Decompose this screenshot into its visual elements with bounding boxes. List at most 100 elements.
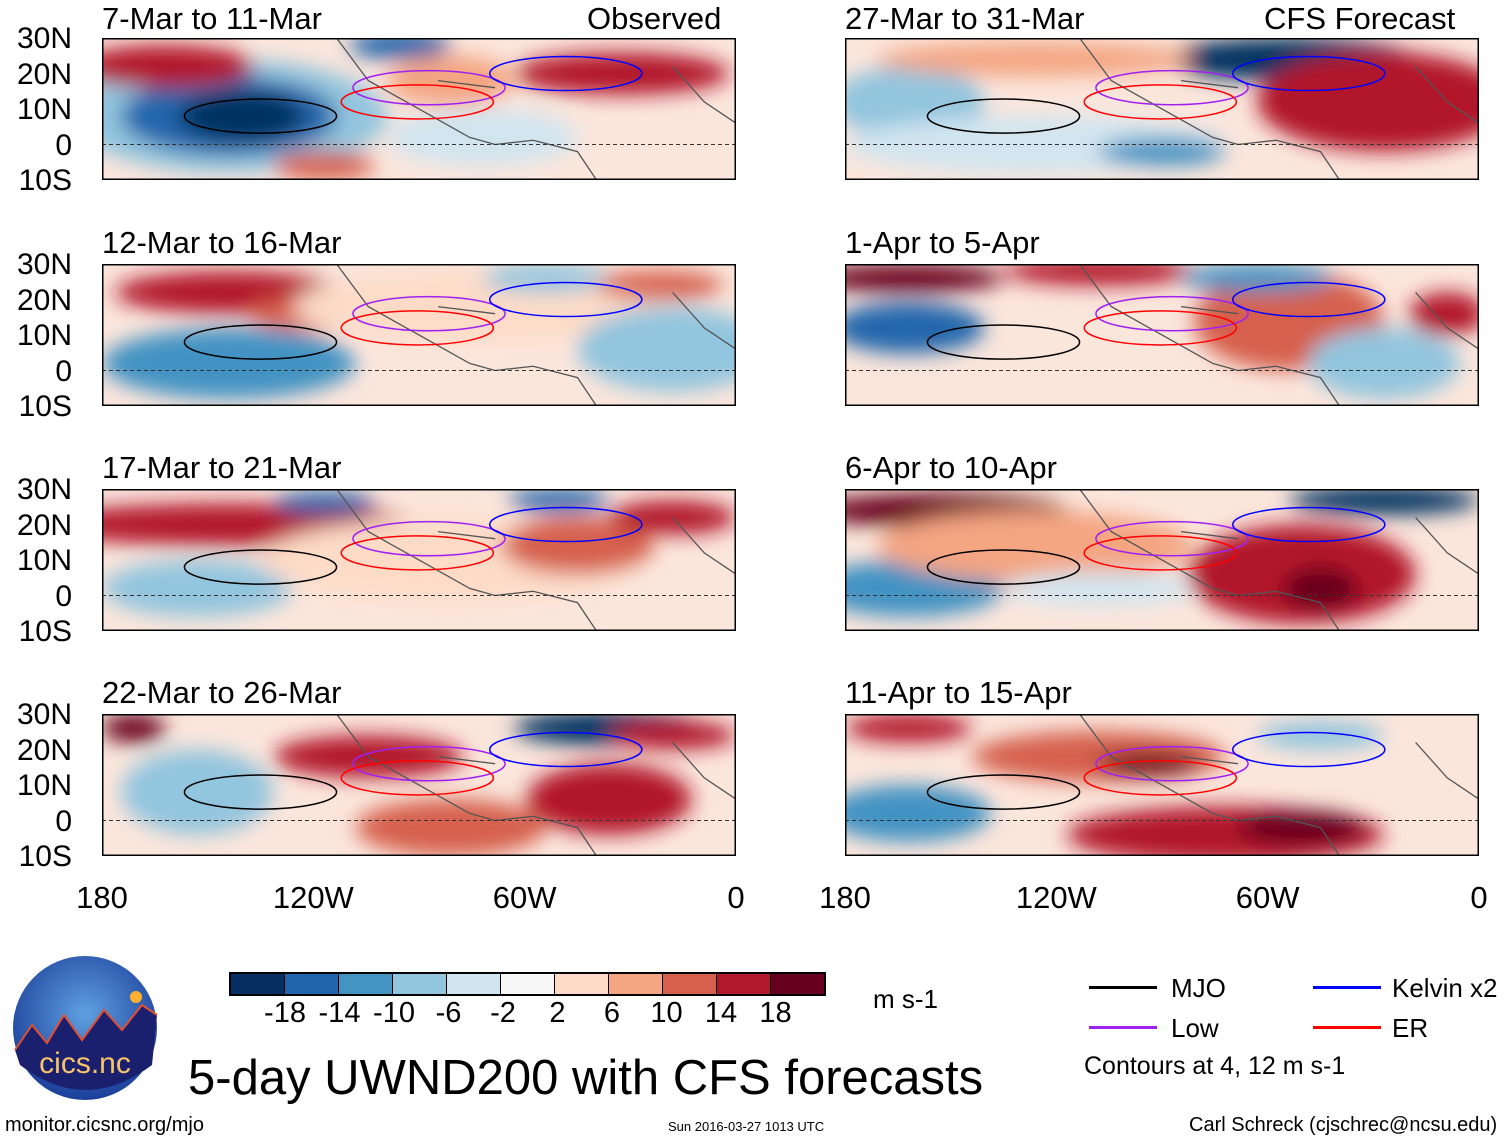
wind-anomaly-region bbox=[1098, 752, 1201, 776]
contour-line bbox=[1095, 520, 1249, 557]
colorbar-tick-label: 10 bbox=[650, 997, 683, 1029]
lat-label: 0 bbox=[55, 354, 72, 388]
wind-anomaly-region bbox=[1257, 721, 1384, 750]
wind-anomaly-region bbox=[596, 271, 724, 300]
footer-credit: Carl Schreck (cjschrec@ncsu.edu) bbox=[1189, 1114, 1498, 1136]
map-panel bbox=[845, 714, 1479, 856]
lon-label: 0 bbox=[1470, 880, 1488, 915]
wind-anomaly-region bbox=[845, 714, 972, 743]
map-panel bbox=[102, 489, 736, 631]
contour-line bbox=[926, 98, 1081, 134]
colorbar bbox=[229, 972, 826, 996]
legend-mjo-line bbox=[1089, 986, 1157, 989]
contour-line bbox=[183, 324, 338, 360]
legend-mjo: MJO bbox=[1171, 973, 1226, 1003]
lon-label: 0 bbox=[727, 880, 745, 915]
colorbar-swatch bbox=[501, 974, 555, 994]
legend-kelvin: Kelvin x2 bbox=[1392, 973, 1498, 1003]
colorbar-tick-label: -2 bbox=[490, 997, 516, 1029]
colorbar-swatch bbox=[663, 974, 717, 994]
lat-label: 30N bbox=[16, 473, 72, 506]
colorbar-swatch bbox=[609, 974, 663, 994]
wind-anomaly-region bbox=[845, 302, 985, 354]
contour-line bbox=[1095, 69, 1249, 106]
map-panel bbox=[102, 264, 736, 406]
legend-er-line bbox=[1313, 1026, 1381, 1029]
wind-anomaly-region bbox=[1003, 571, 1194, 606]
map-panel bbox=[102, 38, 736, 180]
contour-line bbox=[1083, 84, 1238, 120]
lat-label: 10S bbox=[18, 615, 72, 648]
contour-line bbox=[352, 745, 506, 782]
contour-line bbox=[926, 324, 1081, 360]
lat-label: 0 bbox=[55, 128, 72, 162]
colorbar-swatch bbox=[717, 974, 771, 994]
observed-label: Observed bbox=[587, 1, 722, 36]
contour-line bbox=[488, 55, 643, 92]
colorbar-swatch bbox=[771, 974, 824, 994]
contour-line bbox=[1083, 310, 1238, 346]
contour-line bbox=[1231, 506, 1386, 543]
colorbar-swatch bbox=[339, 974, 393, 994]
colorbar-tick-label: -6 bbox=[435, 997, 462, 1029]
colorbar-tick-label: -10 bbox=[373, 997, 415, 1029]
lat-label: 10N bbox=[16, 769, 72, 802]
lon-label: 120W bbox=[1015, 880, 1097, 915]
colorbar-tick-label: 14 bbox=[704, 997, 738, 1029]
contour-line bbox=[340, 310, 495, 346]
wind-anomaly-region bbox=[845, 785, 991, 842]
contour-line bbox=[1095, 295, 1249, 332]
wind-anomaly-region bbox=[273, 151, 375, 180]
wind-anomaly-region bbox=[178, 90, 305, 142]
contour-line bbox=[352, 520, 506, 557]
wind-anomaly-region bbox=[1238, 810, 1365, 845]
colorbar-tick-label: -18 bbox=[264, 997, 306, 1029]
panel-title: 7-Mar to 11-Mar bbox=[102, 1, 322, 36]
wind-anomaly-region bbox=[577, 306, 736, 392]
contour-line bbox=[926, 549, 1081, 585]
panel-title: 22-Mar to 26-Mar bbox=[102, 675, 342, 710]
forecast-label: CFS Forecast bbox=[1264, 1, 1456, 36]
wind-anomaly-region bbox=[507, 489, 610, 512]
wind-anomaly-region bbox=[121, 749, 274, 835]
wind-anomaly-region bbox=[387, 109, 578, 166]
wind-anomaly-region bbox=[102, 560, 293, 617]
colorbar-tick-label: 2 bbox=[549, 997, 566, 1029]
lat-label: 20N bbox=[16, 733, 72, 767]
panel-title: 27-Mar to 31-Mar bbox=[845, 1, 1085, 36]
lon-label: 60W bbox=[492, 880, 557, 915]
wind-anomaly-region bbox=[102, 714, 166, 743]
footer-url[interactable]: monitor.cicsnc.org/mjo bbox=[5, 1114, 204, 1136]
panel-title: 12-Mar to 16-Mar bbox=[102, 225, 342, 260]
wind-anomaly-region bbox=[482, 264, 610, 293]
contour-line bbox=[1231, 55, 1386, 92]
map-panel bbox=[845, 264, 1479, 406]
contour-line bbox=[340, 535, 495, 571]
map-panel bbox=[845, 489, 1479, 631]
wind-anomaly-region bbox=[514, 52, 730, 95]
wind-anomaly-region bbox=[1409, 292, 1479, 335]
lat-label: 30N bbox=[16, 698, 72, 731]
colorbar-units: m s-1 bbox=[873, 984, 938, 1014]
contour-line bbox=[488, 506, 643, 543]
lon-label: 180 bbox=[819, 880, 871, 915]
colorbar-swatch bbox=[285, 974, 339, 994]
contour-line bbox=[183, 98, 338, 134]
contour-line bbox=[488, 731, 643, 768]
wind-anomaly-region bbox=[349, 38, 451, 60]
map-panel bbox=[102, 714, 736, 856]
wind-anomaly-region bbox=[609, 721, 736, 750]
lat-label: 20N bbox=[16, 508, 72, 542]
lat-label: 20N bbox=[16, 57, 72, 91]
lat-label: 30N bbox=[16, 22, 72, 55]
panel-title: 17-Mar to 21-Mar bbox=[102, 450, 342, 485]
lat-label: 0 bbox=[55, 804, 72, 838]
lat-label: 20N bbox=[16, 283, 72, 317]
contour-line bbox=[1083, 535, 1238, 571]
contour-line bbox=[352, 69, 506, 106]
wind-anomaly-region bbox=[1257, 52, 1479, 152]
colorbar-tick-label: -14 bbox=[318, 997, 361, 1029]
colorbar-swatch bbox=[555, 974, 609, 994]
lat-label: 0 bbox=[55, 579, 72, 613]
wind-anomaly-region bbox=[1003, 264, 1194, 286]
